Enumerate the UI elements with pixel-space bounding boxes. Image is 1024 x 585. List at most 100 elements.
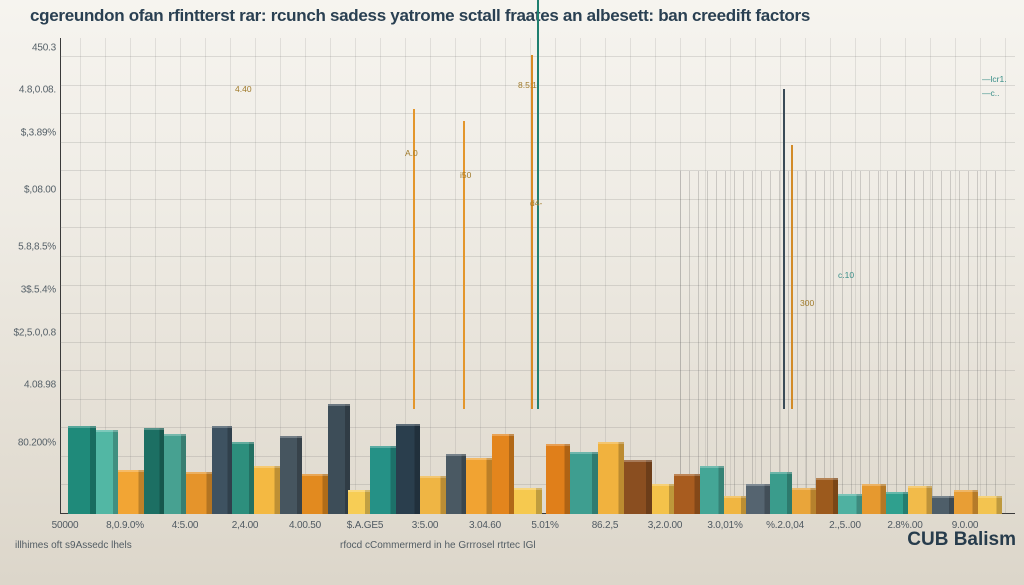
bar (254, 466, 280, 514)
y-axis-line (60, 38, 61, 514)
v-gridline (580, 38, 581, 514)
bar (514, 488, 542, 514)
v-gridline-dense (743, 171, 744, 514)
h-gridline (60, 456, 1015, 457)
v-gridline-dense (689, 171, 690, 514)
v-gridline-dense (788, 171, 789, 514)
bar (164, 434, 186, 514)
bar (954, 490, 978, 514)
v-gridline (205, 38, 206, 514)
accent-spike (791, 145, 793, 409)
v-gridline (780, 38, 781, 514)
y-tick-label: 4.8,0.08. (6, 85, 56, 96)
brand-logo-text: CUB Balism (907, 529, 1016, 551)
h-gridline (60, 427, 1015, 428)
bar (570, 452, 598, 514)
bar (466, 458, 492, 514)
bar (328, 404, 350, 514)
y-tick-label: $2,5.0,0.8 (6, 328, 56, 339)
bar (186, 472, 212, 514)
v-gridline (430, 38, 431, 514)
v-gridline (1005, 38, 1006, 514)
bar (420, 476, 446, 514)
bar (118, 470, 144, 514)
annotation-label: A.0 (405, 148, 418, 158)
bar (932, 496, 954, 514)
v-gridline-dense (842, 171, 843, 514)
subcaption-left: illhimes oft s9Assedc lhels (15, 540, 132, 551)
bar (212, 426, 232, 514)
v-gridline-dense (860, 171, 861, 514)
y-tick-label: 5.8,8.5% (6, 242, 56, 253)
annotation-label: c.10 (838, 270, 854, 280)
bar (862, 484, 886, 514)
v-gridline-dense (797, 171, 798, 514)
v-gridline-dense (851, 171, 852, 514)
x-tick-label: 50000 (52, 520, 79, 531)
v-gridline-dense (779, 171, 780, 514)
accent-spike (531, 55, 533, 409)
annotation-label: 4.40 (235, 84, 252, 94)
v-gridline-dense (941, 171, 942, 514)
x-tick-label: %.2.0,04 (766, 520, 804, 531)
v-gridline-dense (815, 171, 816, 514)
annotation-label: —c.. (982, 88, 999, 98)
v-gridline-dense (968, 171, 969, 514)
x-tick-label: 3.0,01% (707, 520, 742, 531)
v-gridline (730, 38, 731, 514)
v-gridline (305, 38, 306, 514)
bar (446, 454, 466, 514)
x-tick-label: 5.01% (531, 520, 558, 531)
v-gridline-dense (680, 171, 681, 514)
v-gridline (555, 38, 556, 514)
v-gridline-dense (995, 171, 996, 514)
bar (280, 436, 302, 514)
v-gridline-dense (752, 171, 753, 514)
bar (816, 478, 838, 514)
bar (370, 446, 396, 514)
bar (792, 488, 816, 514)
annotation-label: d4- (530, 198, 542, 208)
bar (674, 474, 700, 514)
bar (348, 490, 370, 514)
bar (886, 492, 908, 514)
v-gridline (380, 38, 381, 514)
bar (396, 424, 420, 514)
y-tick-label: 4.08.98 (6, 380, 56, 391)
bar (144, 428, 164, 514)
v-gridline (830, 38, 831, 514)
bar (598, 442, 624, 514)
bar (96, 430, 118, 514)
v-gridline (930, 38, 931, 514)
accent-spike (783, 89, 785, 409)
bar (908, 486, 932, 514)
v-gridline-dense (869, 171, 870, 514)
bar (724, 496, 746, 514)
x-tick-label: 3:5.00 (412, 520, 439, 531)
bar (770, 472, 792, 514)
chart-title: cgereundon ofan rfintterst rar: rcunch s… (30, 6, 1014, 26)
v-gridline (980, 38, 981, 514)
v-gridline (880, 38, 881, 514)
v-gridline-dense (824, 171, 825, 514)
v-gridline-dense (986, 171, 987, 514)
y-tick-label: $,08.00 (6, 185, 56, 196)
annotation-label: 8.5:1 (518, 80, 537, 90)
v-gridline (630, 38, 631, 514)
x-tick-label: 2,4.00 (232, 520, 259, 531)
v-gridline-dense (905, 171, 906, 514)
v-gridline-dense (914, 171, 915, 514)
v-gridline-dense (959, 171, 960, 514)
accent-spike (463, 121, 465, 409)
x-tick-label: $.A.GE5 (347, 520, 383, 531)
bar (232, 442, 254, 514)
bar (492, 434, 514, 514)
v-gridline-dense (896, 171, 897, 514)
v-gridline-dense (725, 171, 726, 514)
v-gridline (480, 38, 481, 514)
v-gridline-dense (734, 171, 735, 514)
v-gridline-dense (806, 171, 807, 514)
bar (700, 466, 724, 514)
v-gridline-dense (932, 171, 933, 514)
page-root: cgereundon ofan rfintterst rar: rcunch s… (0, 0, 1024, 585)
